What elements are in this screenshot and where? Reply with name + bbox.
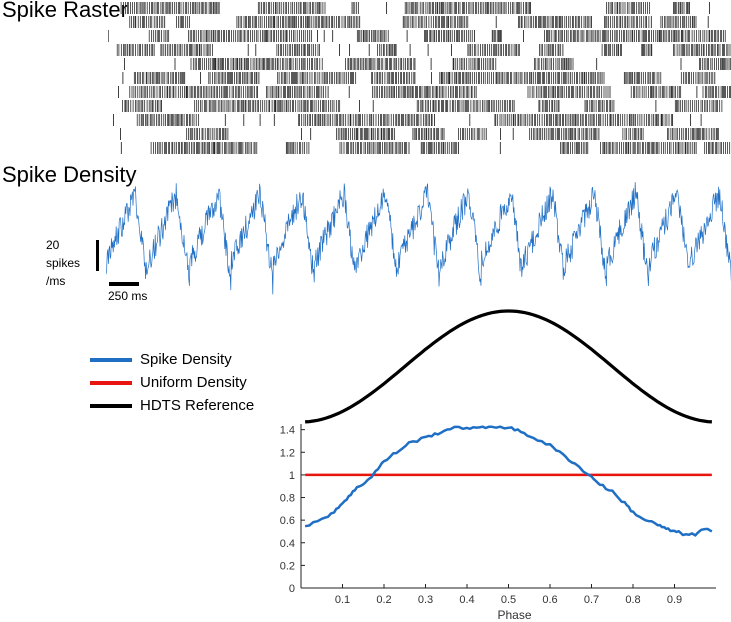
legend-item-spike-density: Spike Density bbox=[90, 348, 254, 371]
raster-trial-row bbox=[122, 100, 723, 112]
x-tick-label: 0.4 bbox=[459, 594, 474, 606]
y-tick-label: 0.4 bbox=[280, 538, 295, 550]
vertical-scale-label: 20 spikes /ms bbox=[46, 238, 81, 288]
axes: 0 0.2 0.4 0.6 0.8 1 1.2 1.4 0.1 0.2 0.3 0.4 0.5 0.6 0.… bbox=[280, 424, 716, 622]
x-tick-label: 0.5 bbox=[501, 594, 516, 606]
series bbox=[304, 425, 713, 537]
x-tick-label: 0.1 bbox=[335, 594, 350, 606]
y-tick-label: 0.8 bbox=[280, 493, 295, 505]
y-tick-label: 0 bbox=[289, 583, 295, 595]
raster-trial-row bbox=[120, 128, 719, 140]
y-tick-label: 1.2 bbox=[280, 447, 295, 459]
y-tick-label: 1 bbox=[289, 470, 295, 482]
raster-trial-row bbox=[123, 58, 731, 70]
legend-item-uniform-density: Uniform Density bbox=[90, 371, 254, 394]
spike-density-line bbox=[106, 182, 731, 295]
x-tick-label: 0.7 bbox=[584, 594, 599, 606]
y-tick-label: 0.6 bbox=[280, 515, 295, 527]
vertical-scale-bar bbox=[96, 240, 99, 271]
density-panel-label: Spike Density bbox=[2, 162, 137, 187]
spike-density-trace bbox=[106, 182, 731, 295]
raster-panel-label: Spike Raster bbox=[2, 0, 128, 22]
raster-trial-row bbox=[122, 72, 716, 84]
hdts-reference-curve bbox=[304, 309, 713, 424]
y-tick-label: 1.4 bbox=[280, 425, 295, 437]
spike-density-curve bbox=[304, 425, 713, 537]
raster-trial-row bbox=[120, 142, 731, 154]
legend-label-spike-density: Spike Density bbox=[140, 351, 232, 368]
legend: Spike Density Uniform Density HDTS Refer… bbox=[90, 348, 254, 417]
legend-label-hdts-reference: HDTS Reference bbox=[140, 397, 255, 414]
x-tick-label: 0.8 bbox=[625, 594, 640, 606]
y-tick-label: 0.2 bbox=[280, 560, 295, 572]
scale-bars: 20 spikes /ms 250 ms bbox=[0, 230, 200, 310]
legend-label-uniform-density: Uniform Density bbox=[140, 374, 247, 391]
x-axis-label: Phase bbox=[497, 608, 531, 622]
raster-trial-row bbox=[129, 16, 709, 28]
legend-item-hdts-reference: HDTS Reference bbox=[90, 394, 254, 417]
hdts-reference-layer bbox=[304, 309, 713, 424]
x-tick-label: 0.2 bbox=[376, 594, 391, 606]
raster-trial-row bbox=[108, 30, 726, 42]
phase-density-chart: 0 0.2 0.4 0.6 0.8 1 1.2 1.4 0.1 0.2 0.3 0.4 0.5 0.6 0.… bbox=[280, 309, 716, 622]
legend-swatch-hdts-reference bbox=[90, 403, 132, 408]
x-tick-label: 0.3 bbox=[418, 594, 433, 606]
spike-raster-plot bbox=[108, 2, 731, 154]
x-tick-label: 0.9 bbox=[667, 594, 682, 606]
legend-swatch-spike-density bbox=[90, 357, 132, 362]
raster-trial-row bbox=[113, 114, 702, 126]
horizontal-scale-bar bbox=[109, 282, 139, 286]
raster-trial-row bbox=[118, 86, 731, 98]
legend-swatch-uniform-density bbox=[90, 380, 132, 385]
horizontal-scale-label: 250 ms bbox=[108, 289, 148, 303]
x-tick-label: 0.6 bbox=[542, 594, 557, 606]
raster-trial-row bbox=[116, 44, 731, 56]
raster-trial-row bbox=[120, 2, 710, 14]
